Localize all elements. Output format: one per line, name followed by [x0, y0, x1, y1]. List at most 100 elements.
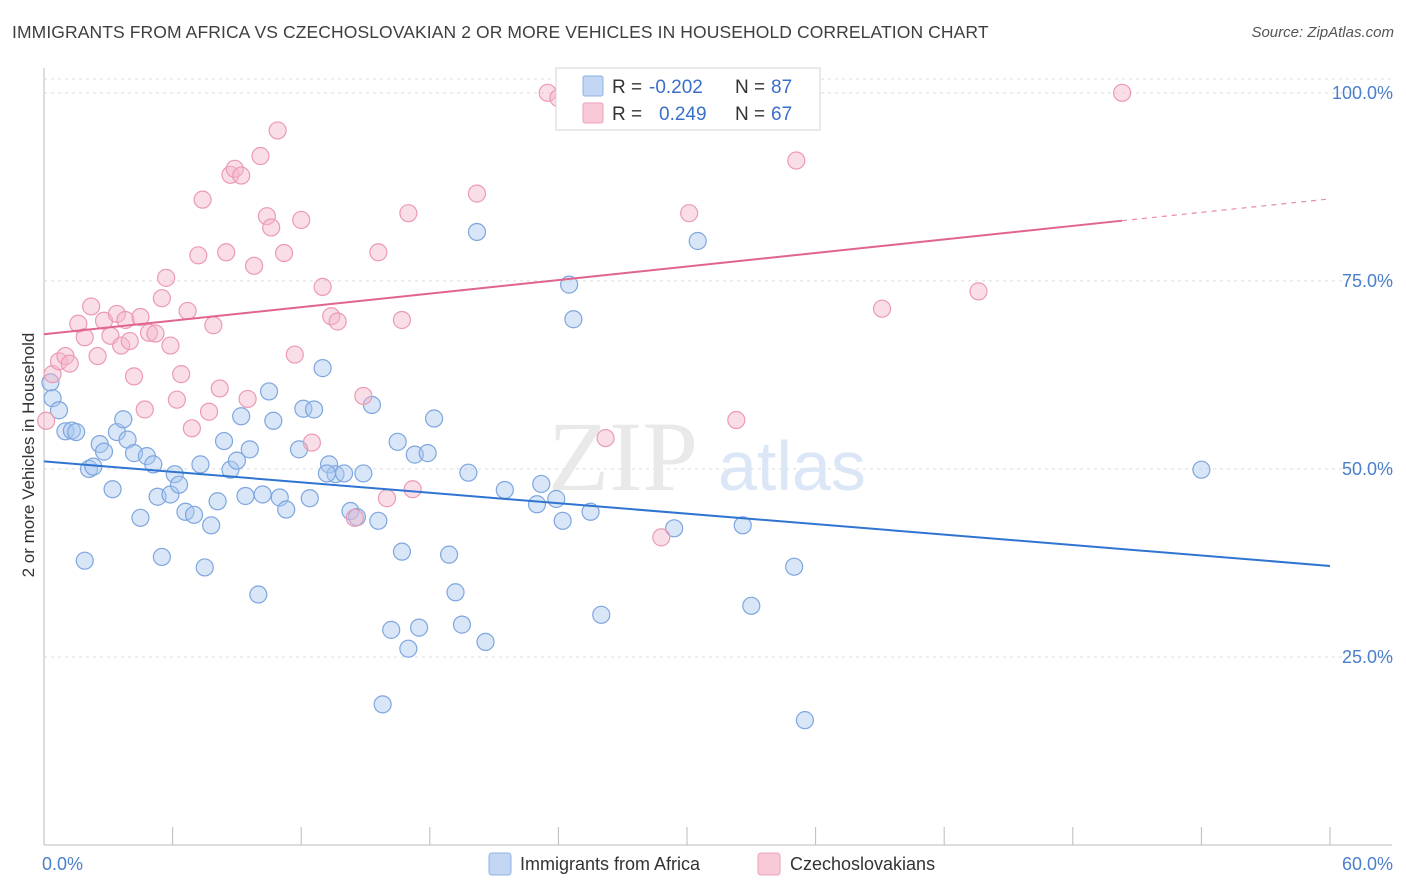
africa-point: [532, 474, 551, 494]
africa-point: [446, 583, 465, 602]
africa-point: [439, 545, 459, 564]
africa-point: [392, 542, 412, 561]
africa-point: [388, 432, 407, 451]
czech-point: [152, 289, 171, 308]
africa-point: [94, 442, 114, 461]
africa-point: [795, 711, 814, 730]
africa-point: [317, 464, 337, 483]
axes: [43, 68, 1392, 846]
czech-point: [652, 528, 671, 547]
czech-point: [189, 246, 208, 265]
y-tick-label: 50.0%: [1342, 459, 1393, 479]
data-points: [37, 83, 1211, 730]
series-legend: Immigrants from Africa Czechoslovakians: [488, 852, 935, 876]
africa-point: [733, 516, 752, 535]
czech-point: [787, 151, 806, 170]
africa-point: [184, 505, 204, 524]
africa-point: [373, 695, 392, 714]
africa-point: [742, 596, 761, 615]
africa-point: [313, 359, 332, 378]
series-legend-label-czech: Czechoslovakians: [790, 854, 935, 874]
africa-point: [152, 547, 171, 567]
africa-point: [131, 508, 150, 527]
czech-point: [872, 299, 892, 318]
africa-point: [495, 480, 514, 500]
africa-point: [221, 460, 240, 479]
czech-point: [257, 207, 277, 226]
africa-point: [1192, 460, 1211, 479]
legend-n-label-2: N =: [735, 104, 765, 125]
czech-point: [403, 480, 422, 499]
watermark-atlas: atlas: [718, 427, 866, 505]
africa-point: [581, 502, 600, 521]
africa-point: [277, 500, 296, 519]
czech-point: [354, 386, 373, 406]
czech-point: [596, 428, 615, 448]
czech-point: [88, 346, 107, 366]
czech-point: [262, 218, 281, 237]
africa-point: [103, 480, 122, 499]
czech-point: [328, 312, 347, 331]
africa-point: [232, 407, 251, 426]
czech-point: [274, 243, 294, 263]
stats-legend: R = -0.202 N = 87 R = 0.249 N = 67: [555, 67, 821, 131]
africa-point: [67, 422, 86, 442]
africa-point: [253, 485, 272, 504]
africa-point: [467, 222, 487, 242]
czech-point: [116, 310, 135, 330]
czech-point: [969, 282, 988, 301]
africa-point: [227, 451, 246, 470]
czech-point: [392, 310, 412, 330]
africa-point: [114, 410, 133, 429]
czech-point: [727, 410, 746, 430]
africa-point: [409, 618, 429, 637]
czech-point: [131, 307, 150, 327]
legend-n-value-2: 67: [771, 104, 792, 125]
y-tick-label: 25.0%: [1342, 647, 1393, 667]
y-axis-label: 2 or more Vehicles in Household: [19, 333, 38, 578]
czech-point: [377, 489, 397, 508]
czech-point: [139, 323, 159, 342]
czech-point: [680, 204, 699, 223]
czech-point: [172, 365, 191, 384]
czech-point: [60, 354, 79, 373]
africa-point: [259, 382, 279, 401]
africa-point: [144, 455, 163, 474]
czech-point: [225, 159, 244, 178]
africa-point: [240, 440, 259, 459]
africa-point: [195, 558, 214, 577]
africa-point: [527, 495, 547, 514]
africa-point: [264, 411, 283, 430]
czech-point: [244, 256, 264, 275]
africa-point: [382, 620, 401, 639]
africa-point: [236, 486, 255, 506]
africa-point: [75, 551, 94, 570]
legend-swatch-pink: [582, 102, 604, 124]
africa-point: [553, 511, 572, 530]
czech-point: [82, 297, 101, 316]
africa-point: [49, 401, 69, 420]
czech-point: [217, 243, 236, 262]
czech-point: [112, 336, 131, 355]
africa-trend-line: [43, 460, 1331, 567]
czech-trend-line-extension: [1122, 198, 1331, 222]
czech-point: [120, 331, 139, 351]
watermark-zip: ZIP: [548, 401, 698, 512]
czech-point: [161, 336, 180, 355]
x-tick-label: 0.0%: [42, 854, 83, 874]
africa-point: [304, 400, 324, 419]
czech-point: [204, 316, 223, 335]
chart-title: IMMIGRANTS FROM AFRICA VS CZECHOSLOVAKIA…: [12, 22, 989, 42]
czech-point: [399, 204, 418, 223]
africa-point: [424, 409, 444, 428]
africa-point: [191, 455, 210, 474]
czech-point: [345, 508, 364, 527]
africa-point: [165, 465, 184, 484]
africa-point: [418, 444, 437, 463]
czech-point: [1112, 83, 1132, 102]
africa-point: [785, 557, 804, 576]
czech-point: [75, 328, 94, 347]
legend-r-label-2: R =: [612, 104, 642, 125]
czech-point: [146, 324, 165, 343]
africa-point: [169, 475, 189, 494]
